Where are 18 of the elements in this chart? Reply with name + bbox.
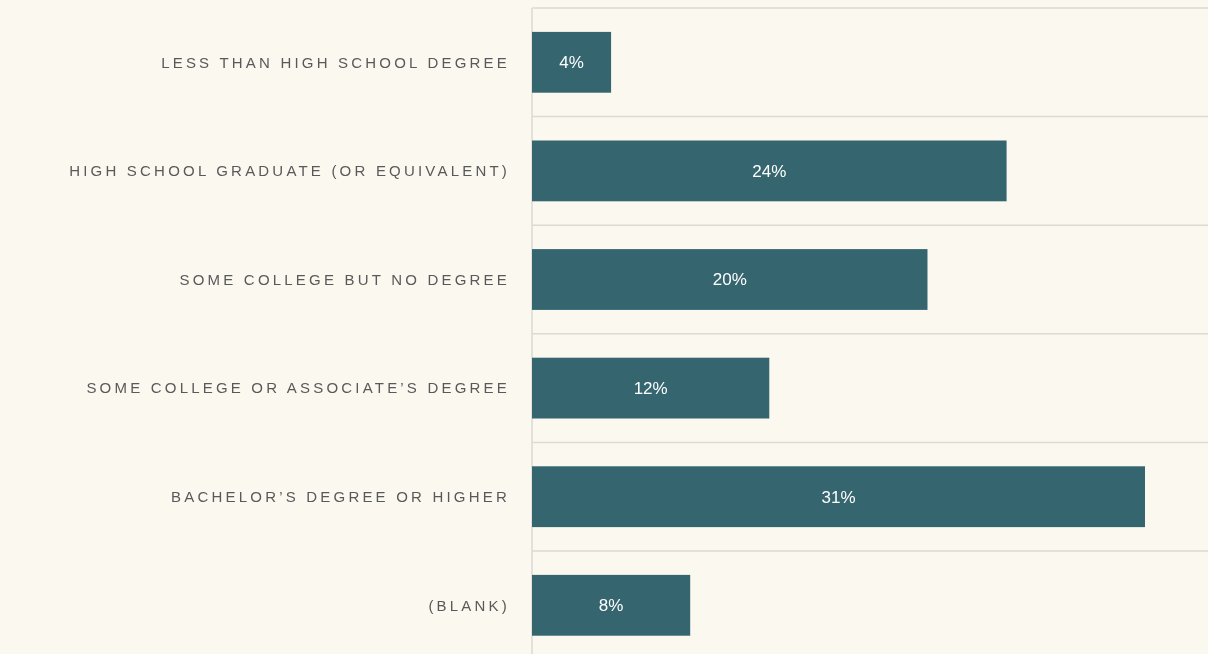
bar bbox=[532, 31, 612, 93]
y-tick-label: HIGH SCHOOL GRADUATE (OR EQUIVALENT) bbox=[69, 162, 510, 180]
bar bbox=[532, 249, 928, 310]
data-label: 24% bbox=[752, 161, 787, 181]
bar bbox=[532, 466, 1145, 528]
bar bbox=[532, 357, 770, 419]
y-tick-label: SOME COLLEGE OR ASSOCIATE’S DEGREE bbox=[86, 379, 510, 397]
data-label: 8% bbox=[598, 596, 624, 616]
data-label: 20% bbox=[712, 270, 747, 290]
data-label: 31% bbox=[821, 487, 856, 507]
bar bbox=[532, 574, 691, 636]
data-label: 4% bbox=[559, 53, 584, 73]
y-tick-label: LESS THAN HIGH SCHOOL DEGREE bbox=[161, 53, 510, 71]
y-tick-label: SOME COLLEGE BUT NO DEGREE bbox=[179, 270, 510, 288]
y-tick-label: BACHELOR’S DEGREE OR HIGHER bbox=[171, 487, 510, 505]
y-tick-label: (BLANK) bbox=[428, 596, 510, 614]
bar bbox=[532, 140, 1007, 202]
data-label: 12% bbox=[633, 379, 668, 399]
